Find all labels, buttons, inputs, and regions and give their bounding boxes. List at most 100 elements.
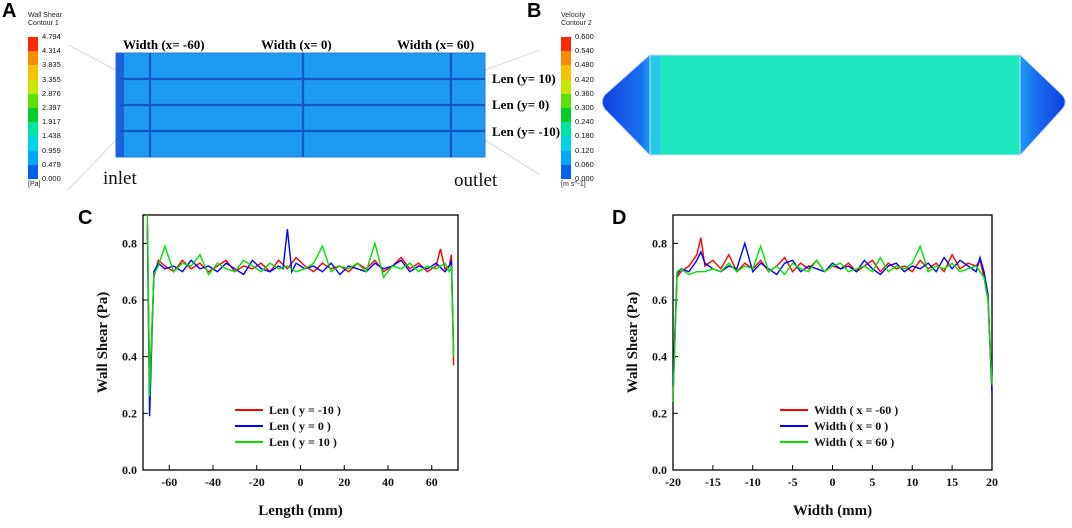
y-tick-label: 0.8 [122,236,137,250]
legend-b-tick-7: 0.180 [575,131,594,141]
x-tick-label: 40 [382,475,394,489]
x-tick-label: 60 [426,475,438,489]
label-inlet: inlet [103,168,137,189]
x-tick-label: -60 [161,475,177,489]
legend-a-tick-5: 2.397 [42,103,61,112]
legend-b-title-1: Velocity [561,12,586,19]
legend-a-swatch-0 [28,37,38,52]
y-tick-label: 0.2 [122,406,137,420]
panel-letter-a: A [2,0,17,22]
legend-b-tick-10: 0.000 [575,174,594,183]
legend-a-tick-4: 2.876 [42,88,61,98]
label-len-y0: Len (y= 0) [492,97,550,112]
legend-a-swatch-3 [28,79,38,94]
panel-letter-c: C [78,207,93,229]
label-width-x0: Width (x= 0) [261,37,332,52]
legend-a-swatch-9 [28,164,38,179]
legend-b-swatch-3 [561,79,571,94]
legend-b-swatch-4 [561,93,571,108]
colorbar-b: 0.600 0.540 0.480 0.420 0.360 0.300 0.240 0.180… [561,32,621,191]
y-tick-label: 0.4 [652,350,667,364]
legend-a-swatch-2 [28,65,38,80]
legend-a-tick-7: 1.438 [42,131,61,141]
x-tick-label: 15 [946,475,958,489]
legend-b-swatch-8 [561,150,571,165]
legend-label-green: Len ( y = 10 ) [269,435,337,449]
legend-b-swatch-9 [561,164,571,179]
y-tick-label: 0.2 [652,406,667,420]
x-tick-label: -20 [249,475,265,489]
legend-b-tick-5: 0.300 [575,103,594,112]
legend-label-blue: Width ( x = 0 ) [814,419,888,433]
label-width-x-60: Width (x= -60) [123,37,205,52]
outlet-cone [1019,54,1066,157]
legend-a-tick-8: 0.959 [42,145,61,155]
velocity-channel [650,55,1020,155]
legend-a-tick-3: 3.355 [42,74,61,84]
legend-label-green: Width ( x = 60 ) [814,435,894,449]
legend-b-tick-3: 0.420 [575,74,594,84]
legend-label-blue: Len ( y = 0 ) [269,419,331,433]
y-tick-label: 0.8 [652,236,667,250]
legend-label-red: Len ( y = -10 ) [269,403,341,417]
chart-d: 0.0 0.2 0.4 0.6 0.8 -20 -15 -10 -5 0 5 10 15 20 Width … [625,214,998,519]
legend-b-swatch-0 [561,37,571,52]
legend-b-tick-2: 0.480 [575,60,594,70]
panel-letter-b: B [527,0,542,22]
channel-diagram-a [67,44,540,191]
series-line-green [672,243,993,403]
series-group [146,214,455,417]
legend-b-title-2: Contour 2 [561,20,592,27]
legend-b-swatch-5 [561,108,571,123]
series-group [672,237,993,403]
legend-a: Wall Shear Contour 1 [28,12,88,28]
y-tick-label: 0.6 [122,293,137,307]
x-tick-label: -20 [665,475,681,489]
legend-a-swatch-8 [28,150,38,165]
legend-b-tick-4: 0.360 [575,88,594,98]
series-line-red [146,223,455,386]
legend-b-tick-9: 0.060 [575,159,594,169]
legend-a-swatch-5 [28,108,38,123]
legend-label-red: Width ( x = -60 ) [814,403,898,417]
x-tick-label: 10 [906,475,918,489]
velocity-inlet-edge [650,55,660,155]
x-axis-label: Length (mm) [258,503,343,519]
x-tick-label: -10 [745,475,761,489]
legend-b-tick-8: 0.120 [575,145,594,155]
label-len-y10: Len (y= 10) [492,71,556,86]
legend-a-tick-10: 0.000 [42,174,61,183]
y-axis-label: Wall Shear (Pa) [625,292,641,393]
y-tick-label: 0.0 [122,463,137,477]
x-tick-label: 0 [298,475,304,489]
legend-a-swatch-6 [28,122,38,137]
legend-a-title-1: Wall Shear [28,12,62,19]
legend-b: Velocity Contour 2 [561,12,621,28]
legend-a-title-2: Contour 1 [28,20,59,27]
x-tick-label: -15 [705,475,721,489]
legend-a-tick-9: 0.479 [42,159,61,169]
x-axis-label: Width (mm) [793,503,872,519]
legend-b-swatch-2 [561,65,571,80]
legend-a-tick-1: 4.314 [42,46,61,56]
legend-b-tick-1: 0.540 [575,46,594,56]
y-tick-label: 0.0 [652,463,667,477]
legend-b-tick-6: 0.240 [575,117,594,127]
legend-a-swatch-7 [28,136,38,151]
legend-a-tick-0: 4.794 [42,32,61,41]
inlet-cone [602,54,651,156]
label-len-y-10: Len (y= -10) [492,124,561,139]
y-axis-label: Wall Shear (Pa) [95,292,111,393]
legend-b-unit: [m s^-1] [561,181,586,188]
series-line-red [672,237,993,400]
legend-b-swatch-1 [561,51,571,66]
y-tick-label: 0.4 [122,350,137,364]
series-line-green [146,214,455,397]
legend-a-tick-2: 3.835 [42,60,61,70]
legend-b-swatch-7 [561,136,571,151]
chart-c: 0.0 0.2 0.4 0.6 0.8 -60 -40 -20 0 20 40 60 Length (m… [95,214,459,519]
label-outlet: outlet [454,170,498,191]
x-tick-label: -40 [205,475,221,489]
colorbar-a: 4.794 4.314 3.835 3.355 2.876 2.397 1.917 1.438… [28,32,88,191]
x-tick-label: 20 [986,475,998,489]
